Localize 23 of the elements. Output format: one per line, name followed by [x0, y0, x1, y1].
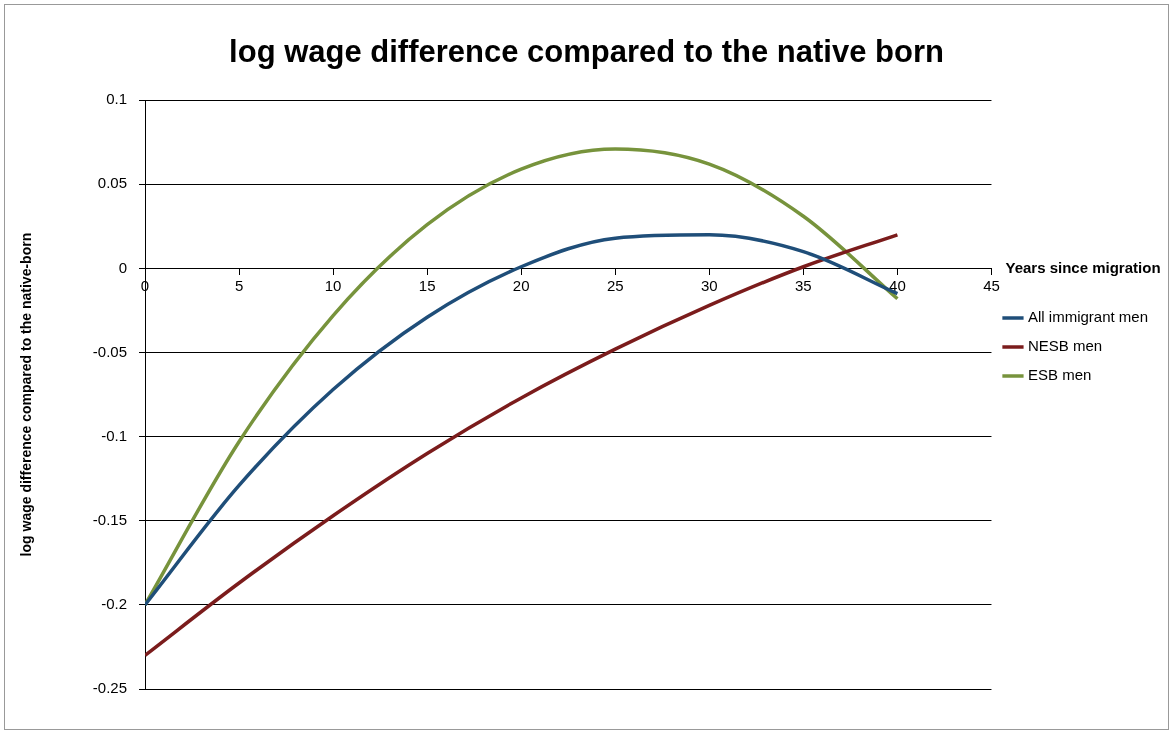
y-tick-label: 0.1 — [106, 90, 127, 108]
legend-label: All immigrant men — [1027, 308, 1148, 326]
y-tick-label: 0.05 — [97, 174, 127, 192]
y-tick-label: -0.15 — [92, 510, 127, 528]
x-tick-label: 10 — [324, 276, 342, 294]
chart-title: log wage difference compared to the native born — [229, 34, 944, 70]
legend-label: NESB men — [1027, 337, 1103, 355]
y-tick-label: -0.2 — [101, 595, 127, 613]
x-tick-label: 35 — [795, 276, 812, 294]
y-tick-label: -0.1 — [101, 426, 127, 444]
legend-label: ESB men — [1027, 366, 1092, 384]
x-tick-label: 45 — [983, 276, 1000, 294]
x-tick-label: 20 — [512, 276, 530, 294]
y-tick-label: 0 — [118, 258, 127, 276]
x-axis-title: Years since migration — [1005, 258, 1161, 276]
y-axis-title: log wage difference compared to the native-born — [18, 232, 35, 557]
x-tick-label: 40 — [889, 276, 906, 294]
y-tick-label: -0.05 — [92, 342, 127, 360]
y-tick-label: -0.25 — [92, 679, 127, 697]
x-tick-label: 30 — [700, 276, 718, 294]
x-tick-label: 5 — [234, 276, 244, 294]
x-tick-label: 15 — [418, 276, 436, 294]
x-tick-label: 25 — [606, 276, 624, 294]
